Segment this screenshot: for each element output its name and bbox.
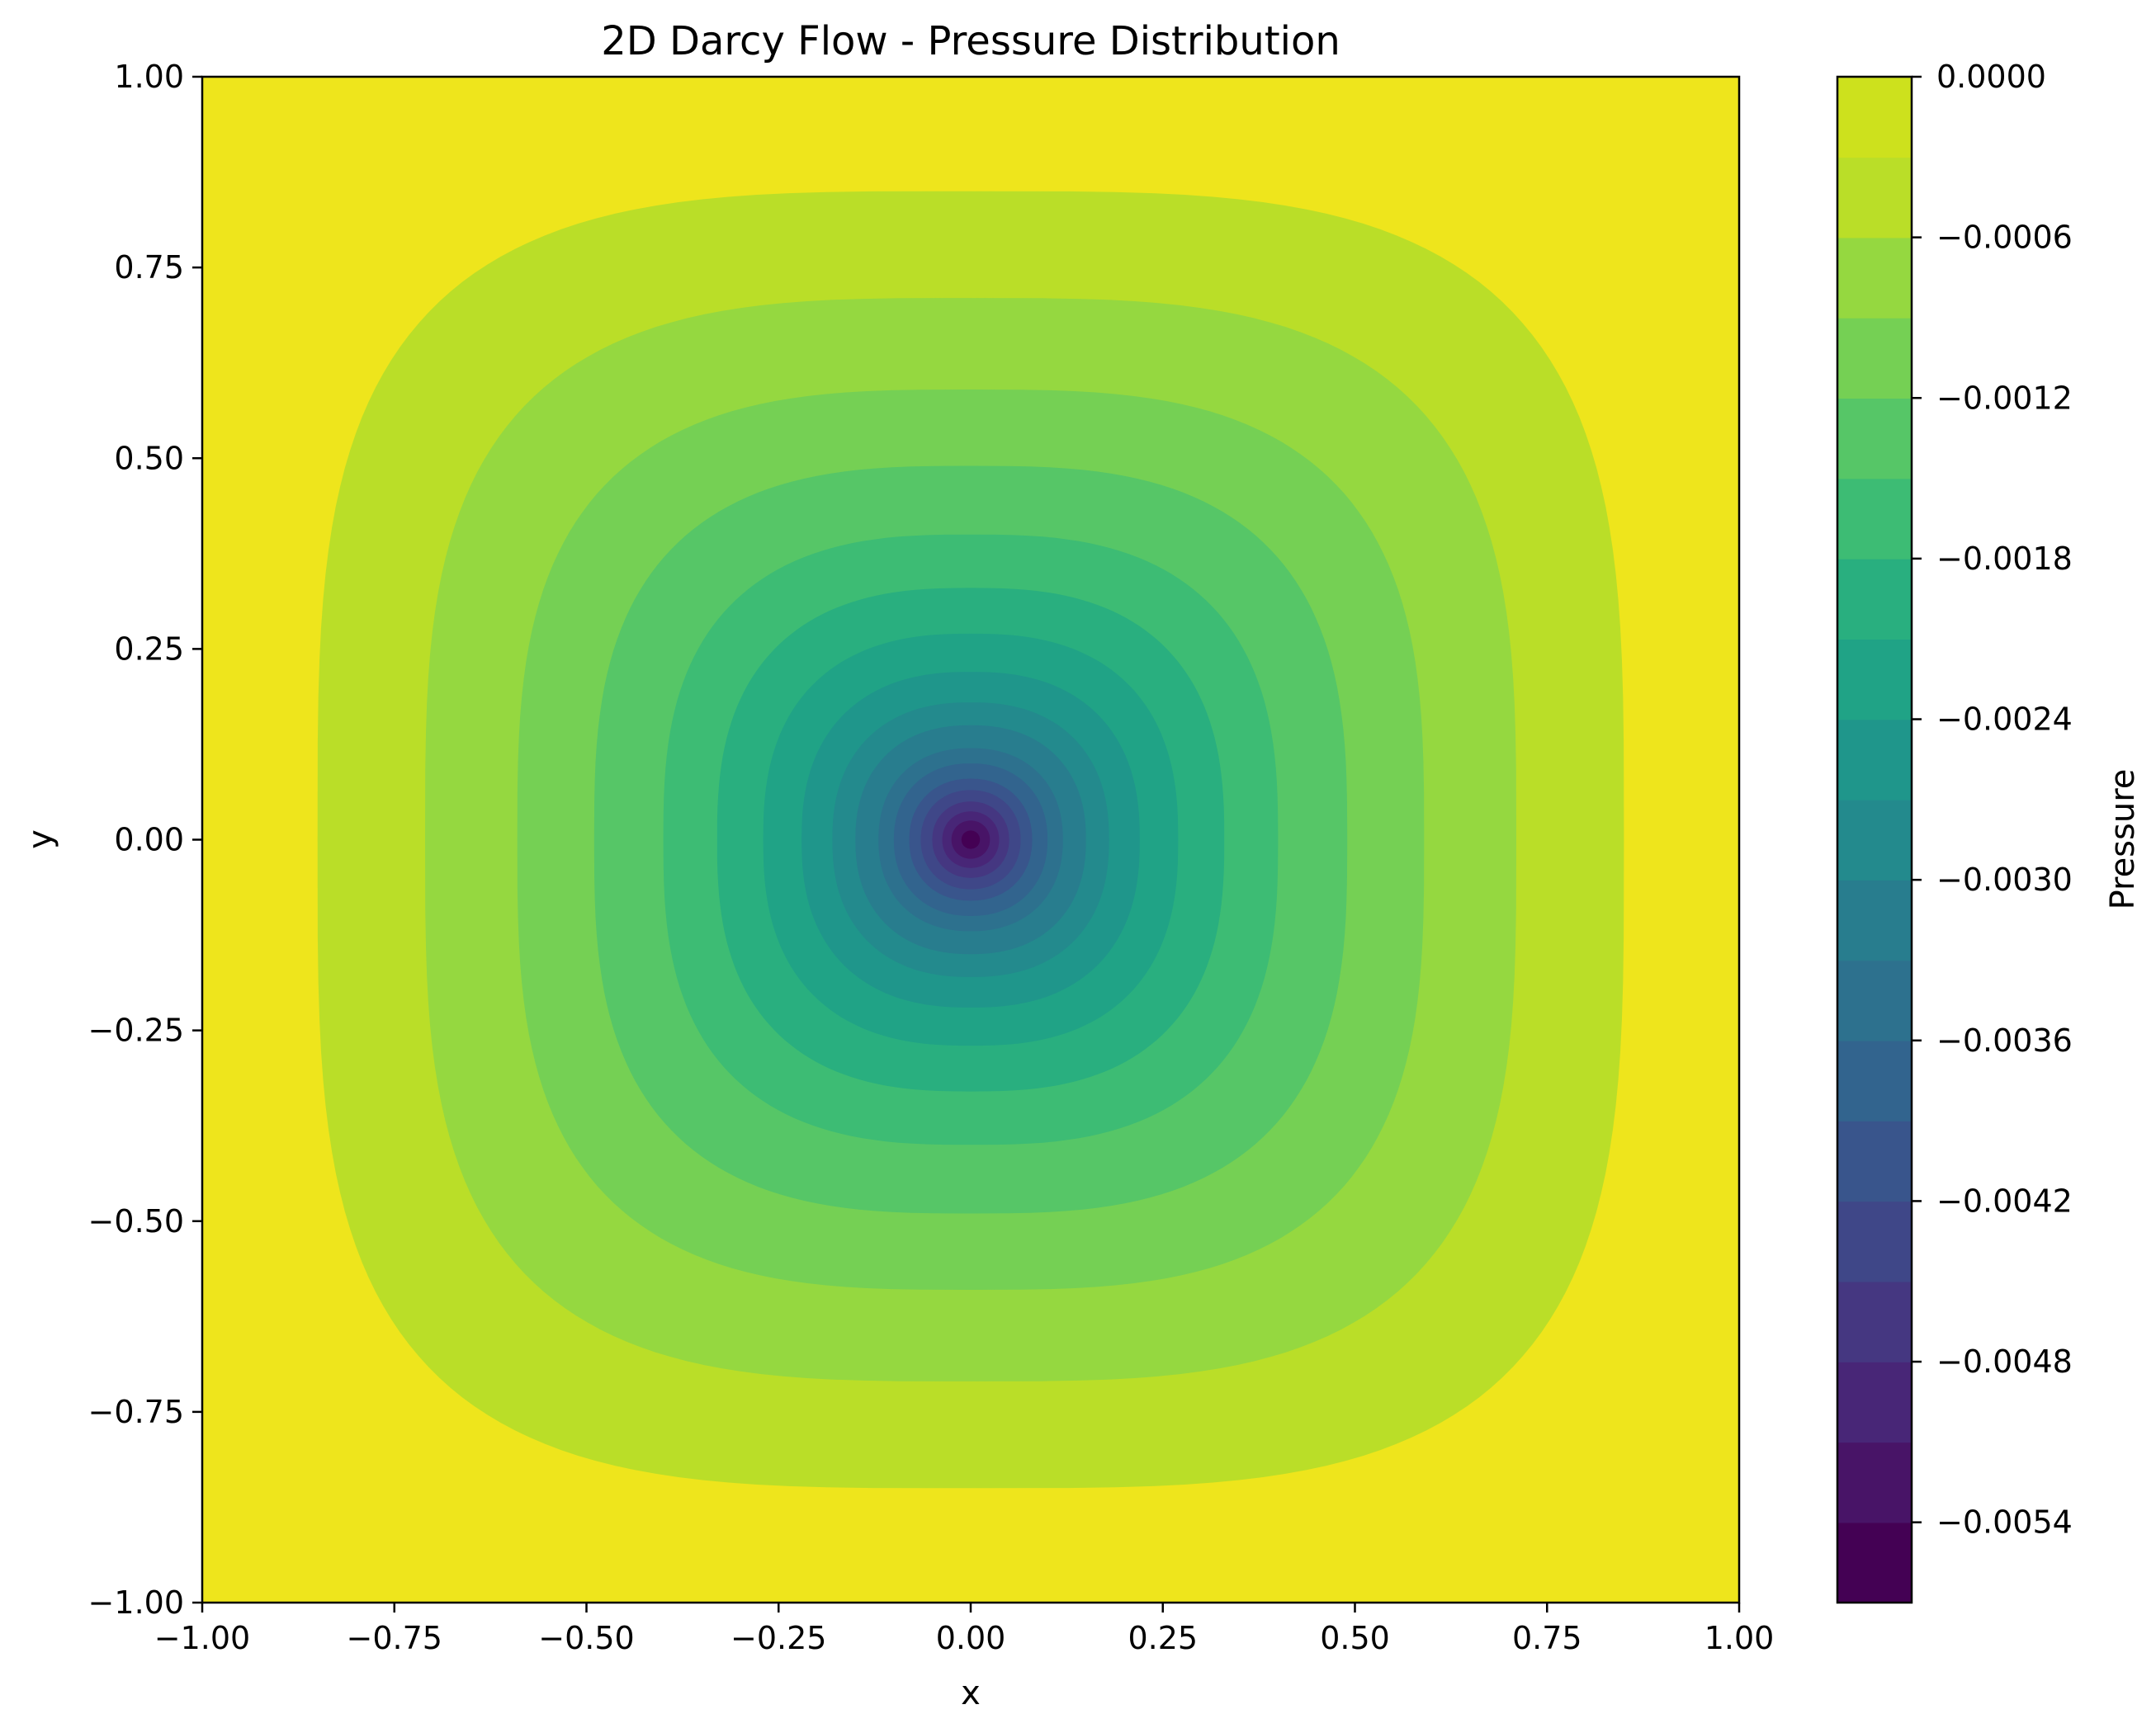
y-axis-label: y [21, 829, 59, 849]
y-tick-label: −0.25 [88, 1013, 184, 1049]
chart-title: 2D Darcy Flow - Pressure Distribution [601, 18, 1340, 64]
y-tick-label: −0.50 [88, 1203, 184, 1240]
colorbar-band [1837, 77, 1912, 158]
y-tick-label: 0.25 [114, 630, 184, 667]
colorbar-band [1837, 1121, 1912, 1202]
colorbar-tick-label: −0.0030 [1936, 862, 2073, 898]
colorbar-band [1837, 478, 1912, 560]
contour-band-18 [961, 830, 981, 849]
colorbar-band [1837, 1442, 1912, 1523]
colorbar-band [1837, 1281, 1912, 1362]
colorbar: 0.0000 −0.0006 −0.0012 −0.0018 −0.0024 −0.003… [1836, 59, 2142, 1604]
x-tick-label: 0.50 [1320, 1620, 1390, 1656]
x-tick-label: 0.25 [1128, 1620, 1198, 1656]
x-axis: −1.00 −0.75 −0.50 −0.25 0.00 0.25 0.50 0.75 1.00 [154, 1603, 1775, 1656]
colorbar-band [1837, 1522, 1912, 1603]
colorbar-ticks: 0.0000 −0.0006 −0.0012 −0.0018 −0.0024 −0.003… [1912, 59, 2073, 1541]
colorbar-band [1837, 237, 1912, 319]
plot-area [202, 77, 1739, 1603]
colorbar-bands [1837, 77, 1912, 1603]
x-tick-label: −0.25 [730, 1620, 826, 1656]
colorbar-tick-label: −0.0048 [1936, 1343, 2073, 1380]
y-tick-label: 0.75 [114, 249, 184, 286]
colorbar-band [1837, 1040, 1912, 1121]
colorbar-label: Pressure [2104, 769, 2142, 910]
colorbar-band [1837, 639, 1912, 720]
colorbar-band [1837, 799, 1912, 881]
colorbar-band [1837, 558, 1912, 640]
x-tick-label: 1.00 [1704, 1620, 1775, 1656]
contour-bands [317, 191, 1624, 1489]
x-tick-label: 0.75 [1512, 1620, 1582, 1656]
colorbar-band [1837, 398, 1912, 479]
y-tick-label: 0.50 [114, 440, 184, 476]
colorbar-tick-label: −0.0024 [1936, 701, 2073, 738]
y-tick-label: −0.75 [88, 1394, 184, 1430]
x-axis-label: x [961, 1674, 981, 1712]
colorbar-frame [1836, 75, 1913, 1604]
x-tick-label: −0.75 [347, 1620, 442, 1656]
colorbar-band [1837, 880, 1912, 961]
y-tick-label: 1.00 [114, 59, 184, 95]
x-tick-label: −1.00 [154, 1620, 250, 1656]
y-tick-label: 0.00 [114, 822, 184, 858]
colorbar-tick-label: −0.0006 [1936, 220, 2073, 256]
colorbar-band [1837, 157, 1912, 238]
colorbar-band [1837, 960, 1912, 1041]
y-axis: 1.00 0.75 0.50 0.25 0.00 −0.25 −0.50 −0.75 −1.00 [88, 59, 202, 1621]
colorbar-band [1837, 719, 1912, 800]
colorbar-tick-label: 0.0000 [1936, 59, 2046, 95]
colorbar-tick-label: −0.0012 [1936, 380, 2073, 416]
colorbar-band [1837, 317, 1912, 399]
colorbar-tick-label: −0.0018 [1936, 541, 2073, 577]
colorbar-band [1837, 1362, 1912, 1443]
colorbar-tick-label: −0.0054 [1936, 1504, 2073, 1541]
y-tick-label: −1.00 [88, 1584, 184, 1621]
x-tick-label: −0.50 [538, 1620, 634, 1656]
x-tick-label: 0.00 [936, 1620, 1006, 1656]
colorbar-tick-label: −0.0042 [1936, 1183, 2073, 1219]
colorbar-band [1837, 1201, 1912, 1282]
colorbar-tick-label: −0.0036 [1936, 1022, 2073, 1059]
